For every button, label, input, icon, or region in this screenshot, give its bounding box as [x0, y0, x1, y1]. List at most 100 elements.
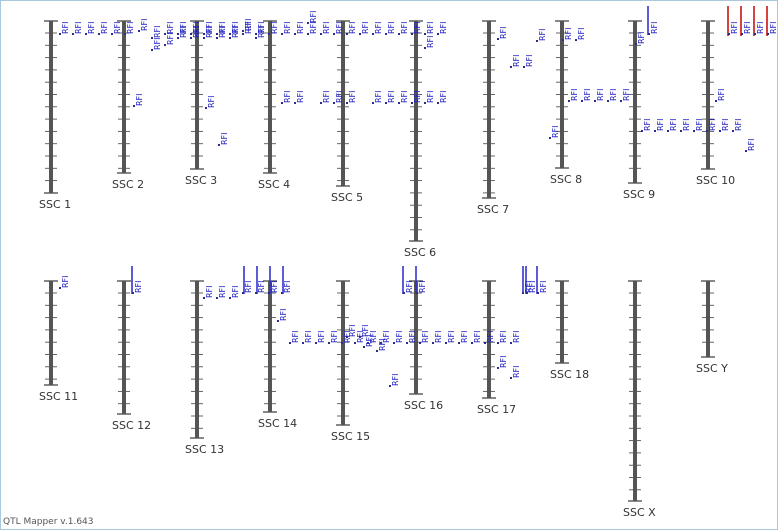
qtl-marker: [367, 342, 369, 344]
qtl-marker: [523, 66, 525, 68]
qtl-label: RFI: [322, 90, 331, 103]
qtl-marker: [437, 102, 439, 104]
qtl-label: RFI: [361, 21, 370, 34]
chromosome-ssc-10: SSC 10: [696, 20, 735, 187]
qtl-marker: [471, 342, 473, 344]
qtl-marker: [138, 30, 140, 32]
qtl-label: RFI: [695, 118, 704, 131]
qtl-marker: [216, 33, 218, 35]
qtl-marker: [510, 66, 512, 68]
qtl-label: RFI: [622, 88, 631, 101]
qtl-label: RFI: [378, 338, 387, 351]
qtl-marker: [416, 292, 418, 294]
qtl-marker: [346, 33, 348, 35]
qtl-marker: [536, 40, 538, 42]
qtl-label: RFI: [113, 21, 122, 34]
qtl-marker: [380, 342, 382, 344]
chromosome-label: SSC 5: [331, 191, 363, 204]
chromosome-label: SSC 13: [185, 443, 224, 456]
qtl-label: RFI: [257, 280, 266, 293]
qtl-marker: [575, 39, 577, 41]
qtl-label: RFI: [439, 21, 448, 34]
qtl-label: RFI: [669, 118, 678, 131]
chromosome-label: SSC 18: [550, 368, 589, 381]
qtl-marker: [315, 342, 317, 344]
qtl-label: RFI: [721, 118, 730, 131]
qtl-marker: [693, 130, 695, 132]
qtl-marker: [484, 342, 486, 344]
chromosome-ssc-1: SSC 1: [39, 20, 71, 211]
qtl-label: RFI: [387, 21, 396, 34]
qtl-marker: [320, 33, 322, 35]
qtl-label: RFI: [682, 118, 691, 131]
chromosome-ssc-15: SSC 15: [331, 280, 370, 443]
qtl-marker: [398, 102, 400, 104]
qtl-marker: [363, 346, 365, 348]
qtl-marker: [255, 37, 257, 39]
qtl-label: RFI: [730, 21, 739, 34]
qtl-label: RFI: [283, 280, 292, 293]
qtl-marker: [372, 33, 374, 35]
qtl-marker: [581, 100, 583, 102]
qtl-label: RFI: [564, 27, 573, 40]
qtl-marker: [218, 144, 220, 146]
qtl-label: RFI: [348, 324, 357, 337]
qtl-label: RFI: [499, 330, 508, 343]
qtl-marker: [268, 33, 270, 35]
qtl-label: RFI: [656, 118, 665, 131]
qtl-marker: [510, 377, 512, 379]
qtl-marker: [341, 342, 343, 344]
qtl-label: RFI: [405, 280, 414, 293]
qtl-label: RFI: [270, 280, 279, 293]
qtl-label: RFI: [596, 88, 605, 101]
qtl-label: RFI: [74, 21, 83, 34]
qtl-marker: [216, 37, 218, 39]
qtl-label: RFI: [335, 21, 344, 34]
qtl-marker: [281, 33, 283, 35]
chromosome-label: SSC 3: [185, 174, 217, 187]
qtl-label: RFI: [283, 21, 292, 34]
qtl-label: RFI: [304, 330, 313, 343]
qtl-marker: [229, 33, 231, 35]
qtl-label: RFI: [577, 27, 586, 40]
qtl-marker: [281, 292, 283, 294]
qtl-label: RFI: [408, 330, 417, 343]
qtl-marker: [510, 342, 512, 344]
qtl-marker: [307, 22, 309, 24]
qtl-marker: [754, 33, 756, 35]
qtl-label: RFI: [220, 132, 229, 145]
qtl-marker: [320, 102, 322, 104]
qtl-marker: [229, 297, 231, 299]
qtl-label: RFI: [524, 280, 533, 293]
qtl-label: RFI: [512, 54, 521, 67]
qtl-marker: [133, 105, 135, 107]
qtl-marker: [242, 292, 244, 294]
qtl-marker: [124, 33, 126, 35]
qtl-label: RFI: [205, 285, 214, 298]
qtl-marker: [111, 33, 113, 35]
qtl-label: RFI: [756, 21, 765, 34]
qtl-marker: [594, 100, 596, 102]
qtl-marker: [216, 297, 218, 299]
qtl-label: RFI: [486, 330, 495, 343]
qtl-label: RFI: [413, 90, 422, 103]
qtl-marker: [255, 33, 257, 35]
qtl-marker: [719, 130, 721, 132]
qtl-marker: [680, 130, 682, 132]
qtl-label: RFI: [369, 330, 378, 343]
chromosome-bar: [560, 281, 564, 363]
qtl-label: RFI: [421, 330, 430, 343]
qtl-label: RFI: [499, 26, 508, 39]
chromosome-ssc-17: SSC 17: [477, 280, 516, 416]
qtl-marker: [537, 292, 539, 294]
qtl-marker: [72, 33, 74, 35]
qtl-label: RFI: [413, 21, 422, 34]
qtl-label: RFI: [205, 21, 214, 34]
chromosome-bar: [122, 281, 126, 414]
qtl-label: RFI: [166, 21, 175, 34]
chromosome-ssc-5: SSC 5: [331, 20, 363, 204]
qtl-label: RFI: [426, 90, 435, 103]
qtl-marker: [376, 350, 378, 352]
qtl-marker: [359, 336, 361, 338]
